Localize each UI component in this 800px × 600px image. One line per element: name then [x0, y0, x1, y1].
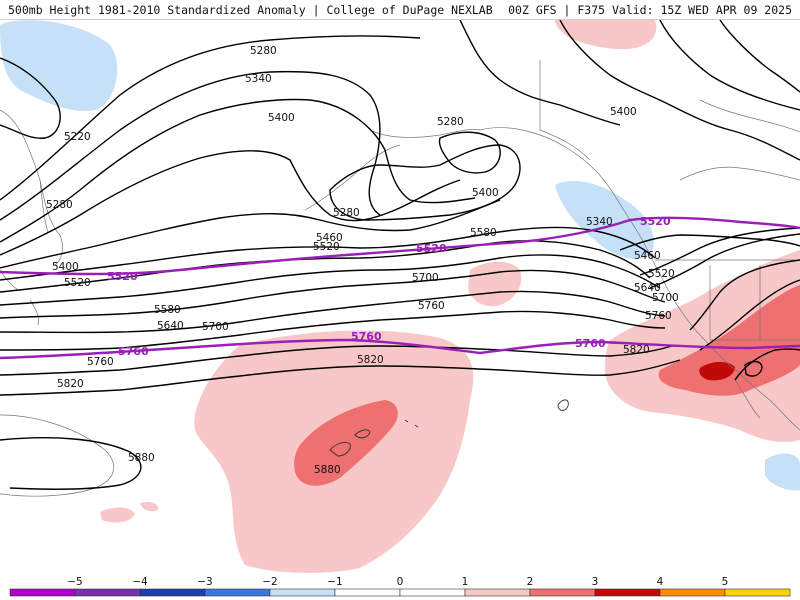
islands: [329, 399, 569, 457]
anomaly-map: 5280 5340 5400 5220 5280 5280 5280 5400 …: [0, 20, 800, 573]
contour-label: 5700: [652, 292, 679, 304]
anomaly-colorbar: −5 −4 −3 −2 −1 0 1 2 3 4 5: [0, 575, 800, 600]
colorbar-ticks: −5 −4 −3 −2 −1 0 1 2 3 4 5: [67, 576, 728, 588]
run-info: 00Z GFS | F375 Valid: 15Z WED APR 09 202…: [508, 3, 792, 17]
contour-label: 5280: [437, 116, 464, 128]
colorbar-segment: [594, 588, 661, 597]
colorbar-segment: [269, 588, 336, 597]
negative-anomaly-shading: [0, 20, 800, 491]
highlight-label: 5520: [640, 215, 671, 228]
contour-label: 5400: [52, 261, 79, 273]
colorbar-segment: [464, 588, 531, 597]
contour-label: 5460: [316, 232, 343, 244]
height-contours: [0, 20, 800, 490]
highlight-label: 5760: [575, 337, 606, 350]
contour-labels: 5280 5340 5400 5220 5280 5280 5280 5400 …: [46, 45, 679, 476]
highlight-contours: [0, 216, 800, 360]
contour-label: 5520: [648, 268, 675, 280]
contour-label: 5400: [472, 187, 499, 199]
map-header: 500mb Height 1981-2010 Standardized Anom…: [0, 0, 800, 20]
highlight-labels: 5520 5520 5520 5760 5760 5760: [107, 215, 671, 358]
colorbar-segment: [204, 588, 271, 597]
colorbar-tick-label: −3: [197, 576, 212, 588]
contour-label: 5880: [128, 452, 155, 464]
contour-label: 5880: [314, 464, 341, 476]
contour-label: 5280: [250, 45, 277, 57]
contour-label: 5220: [64, 131, 91, 143]
colorbar-tick-label: 2: [527, 576, 534, 588]
colorbar-tick-label: 3: [592, 576, 599, 588]
contour-label: 5460: [634, 250, 661, 262]
colorbar-tick-label: 1: [462, 576, 469, 588]
highlight-label: 5520: [107, 270, 138, 283]
positive-anomaly-shading-2: [294, 285, 800, 486]
contour-label: 5640: [634, 282, 661, 294]
contour-label: 5640: [157, 320, 184, 332]
colorbar-segment: [74, 588, 141, 597]
colorbar-segment: [529, 588, 596, 597]
colorbar-tick-label: 0: [397, 576, 404, 588]
colorbar-segments: [9, 588, 791, 597]
contour-label: 5400: [268, 112, 295, 124]
colorbar-segment: [334, 588, 401, 597]
highlight-label: 5760: [118, 345, 149, 358]
positive-anomaly-shading-3: [699, 361, 735, 381]
contour-label: 5700: [202, 321, 229, 333]
contour-label: 5760: [87, 356, 114, 368]
colorbar-segment: [9, 588, 76, 597]
colorbar-tick-label: −5: [67, 576, 82, 588]
contour-label: 5820: [357, 354, 384, 366]
colorbar-tick-label: 5: [722, 576, 729, 588]
contour-label: 5760: [418, 300, 445, 312]
contour-label: 5280: [333, 207, 360, 219]
colorbar-tick-label: 4: [657, 576, 664, 588]
colorbar-segment: [659, 588, 726, 597]
contour-label: 5400: [610, 106, 637, 118]
contour-label: 5820: [623, 344, 650, 356]
colorbar-tick-label: −2: [262, 576, 277, 588]
contour-label: 5580: [154, 304, 181, 316]
colorbar-segment: [139, 588, 206, 597]
contour-label: 5820: [57, 378, 84, 390]
contour-label: 5280: [46, 199, 73, 211]
contour-label: 5340: [245, 73, 272, 85]
colorbar-segment: [724, 588, 791, 597]
colorbar-segment: [399, 588, 466, 597]
colorbar-tick-label: −1: [327, 576, 342, 588]
highlight-label: 5520: [416, 242, 447, 255]
map-title: 500mb Height 1981-2010 Standardized Anom…: [8, 3, 493, 17]
contour-label: 5340: [586, 216, 613, 228]
colorbar-tick-label: −4: [132, 576, 148, 588]
contour-label: 5700: [412, 272, 439, 284]
contour-label: 5760: [645, 310, 672, 322]
contour-label: 5520: [313, 241, 340, 253]
highlight-label: 5760: [351, 330, 382, 343]
contour-label: 5520: [64, 277, 91, 289]
contour-label: 5580: [470, 227, 497, 239]
